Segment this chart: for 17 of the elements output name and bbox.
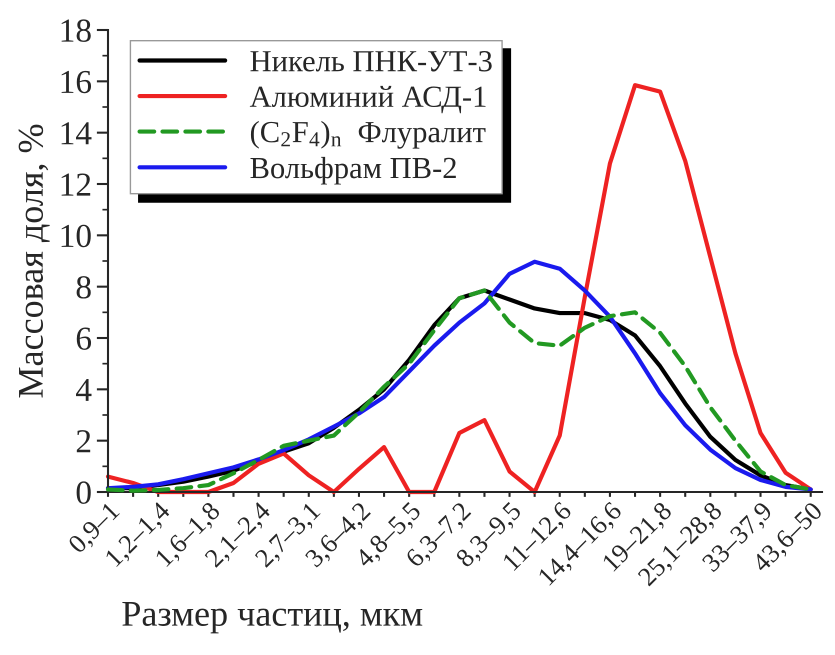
legend-label: Алюминий АСД-1 [250, 86, 486, 114]
y-tick-label: 14 [62, 122, 92, 144]
y-tick-label: 16 [62, 70, 92, 94]
legend-label: Вольфрам ПВ-2 [250, 156, 456, 185]
legend-label: (C$_{2}$F$_{4}$)$_{n}$ Флуралит [250, 120, 486, 149]
y-tick-label: 4 [76, 378, 92, 401]
y-tick-label: 18 [62, 19, 91, 42]
y-tick-label: 12 [62, 173, 90, 196]
legend-label: Никель ПНК-УТ-3 [250, 50, 492, 72]
line-series [106, 83, 813, 494]
y-tick-label: 6 [76, 327, 92, 350]
x-axis-title: Размер частиц, мкм [122, 602, 422, 634]
y-tick-label: 2 [76, 430, 90, 452]
y-tick-label: 10 [62, 224, 91, 248]
y-axis-title: Массовая доля, % [18, 124, 50, 398]
y-tick-label: 0 [76, 481, 91, 504]
y-tick-label: 8 [76, 276, 91, 299]
